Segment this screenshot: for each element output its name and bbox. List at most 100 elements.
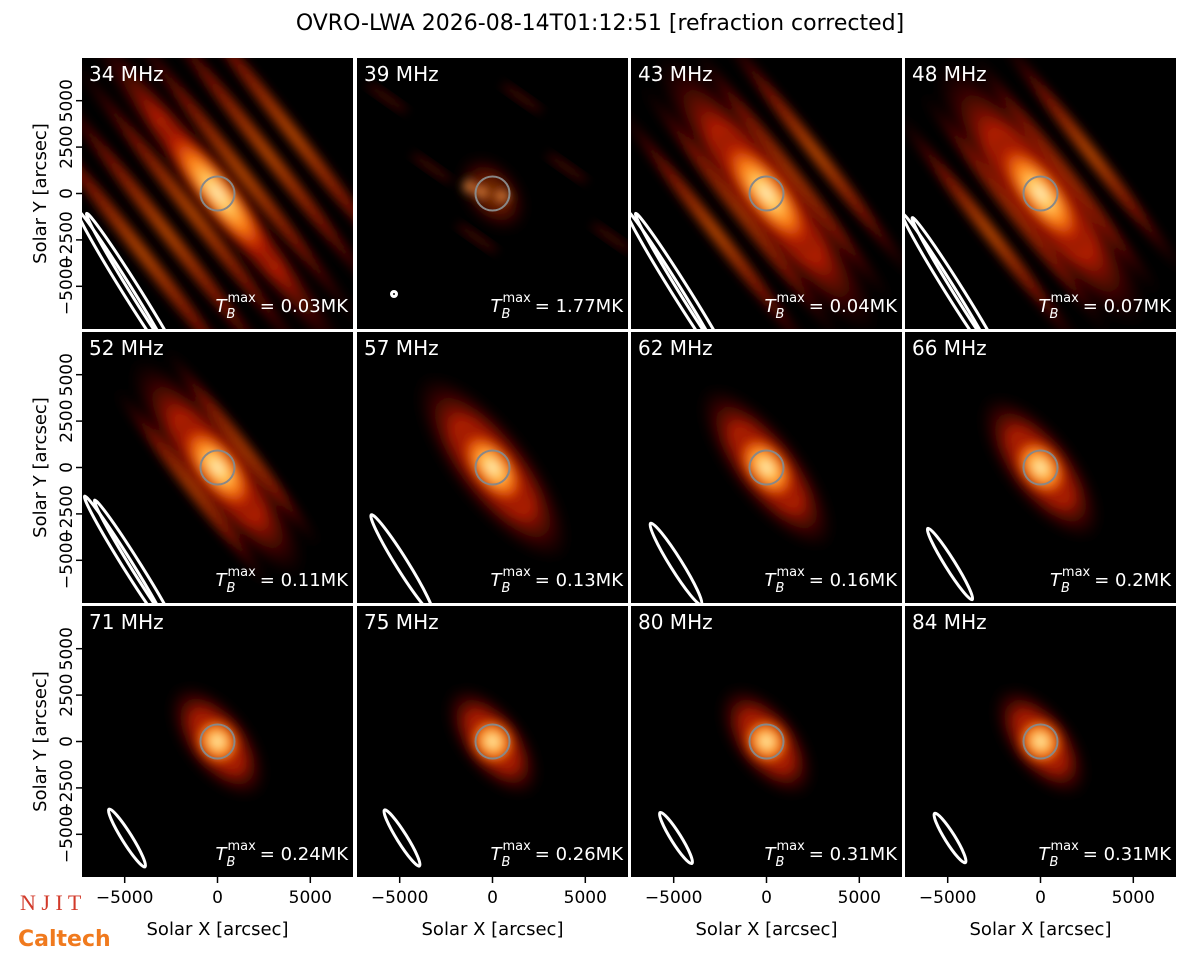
beam [106, 807, 148, 869]
panel-title: 84 MHz [912, 610, 987, 634]
emission-streak [82, 75, 291, 329]
tb-max-label: TBmax = 0.24MK [216, 839, 350, 870]
tb-value: = 0.31MK [1083, 844, 1172, 865]
panel [357, 332, 628, 603]
sidelobe [411, 153, 453, 183]
panel-title: 52 MHz [89, 336, 164, 360]
tb-symbol: T [491, 570, 504, 591]
x-tick-label: −5000 [371, 888, 429, 908]
y-tick-label: −2500 [57, 211, 77, 269]
panel [82, 332, 353, 603]
tb-sup: max [502, 839, 531, 854]
emission [112, 346, 323, 589]
solar-disk [199, 175, 236, 212]
tb-value: = 1.77MK [535, 296, 624, 317]
tb-sup: max [1062, 565, 1091, 580]
emission-streak [82, 95, 265, 329]
tb-value: = 0.31MK [809, 844, 898, 865]
tb-symbol: T [491, 296, 504, 317]
tb-sub: B [776, 855, 785, 870]
tb-symbol: T [216, 570, 229, 591]
emission-streak [170, 58, 353, 292]
emission-core [1012, 712, 1069, 771]
beam [932, 811, 968, 865]
y-tick-label: −2500 [57, 759, 77, 817]
y-tick-label: −5000 [57, 806, 77, 864]
emission [905, 58, 1176, 329]
panel-title: 62 MHz [638, 336, 713, 360]
panel-title: 43 MHz [638, 62, 713, 86]
emission-spot [495, 189, 510, 204]
solar-disk [748, 449, 785, 486]
solar-disk [748, 723, 785, 760]
y-tick-label: 0 [57, 736, 77, 747]
panel [905, 606, 1176, 877]
tb-symbol: T [765, 844, 778, 865]
beam [82, 207, 180, 329]
emission-streak [82, 58, 316, 329]
emission-streak [631, 101, 819, 329]
emission-streak [994, 58, 1176, 278]
emission-core [156, 117, 279, 270]
emission [992, 685, 1089, 798]
sidelobe [366, 83, 408, 113]
beam [92, 498, 182, 603]
beam [84, 211, 190, 329]
y-tick-label: 2500 [57, 125, 77, 168]
tb-sup: max [1050, 839, 1079, 854]
emission-core [713, 129, 820, 258]
tb-symbol: T [491, 844, 504, 865]
tb-sub: B [227, 581, 236, 596]
panel [82, 606, 353, 877]
y-tick-label: 5000 [57, 353, 77, 396]
tb-symbol: T [765, 570, 778, 591]
tb-max-label: TBmax = 0.04MK [765, 291, 899, 322]
tb-value: = 0.13MK [535, 570, 624, 591]
emission-spot [474, 185, 489, 200]
emission-streak [905, 109, 1087, 329]
beam [905, 212, 1000, 329]
x-tick-label: 0 [487, 888, 498, 908]
solar-disk [474, 449, 511, 486]
tb-sup: max [227, 565, 256, 580]
panel [631, 58, 902, 329]
emission-core [189, 712, 246, 771]
y-tick-label: 2500 [57, 673, 77, 716]
emission-core [1008, 432, 1073, 503]
x-tick-label: 0 [761, 888, 772, 908]
panel-title: 39 MHz [364, 62, 439, 86]
tb-value: = 0.07MK [1083, 296, 1172, 317]
tb-max-label: TBmax = 0.2MK [1050, 565, 1172, 596]
tb-sub: B [502, 581, 511, 596]
x-axis-label: Solar X [arcsec] [147, 919, 289, 940]
panel [905, 58, 1176, 329]
x-tick-label: 5000 [838, 888, 881, 908]
sidelobe [546, 153, 588, 183]
tb-max-label: TBmax = 0.26MK [491, 839, 625, 870]
emission [698, 385, 835, 550]
sidelobe [501, 83, 543, 113]
y-tick-label: 2500 [57, 399, 77, 442]
emission [444, 685, 541, 798]
tb-value: = 0.03MK [260, 296, 349, 317]
x-tick-label: 0 [1035, 888, 1046, 908]
y-tick-label: 0 [57, 188, 77, 199]
tb-sup: max [776, 839, 805, 854]
x-tick-label: −5000 [96, 888, 154, 908]
tb-value: = 0.24MK [260, 844, 349, 865]
emission-core [174, 417, 261, 518]
panel [905, 332, 1176, 603]
emission [979, 394, 1102, 541]
tb-symbol: T [1039, 296, 1052, 317]
tb-symbol: T [1039, 844, 1052, 865]
tb-max-label: TBmax = 0.16MK [765, 565, 899, 596]
panel [357, 606, 628, 877]
panel-title: 66 MHz [912, 336, 987, 360]
tb-value: = 0.2MK [1094, 570, 1172, 591]
solar-disk [199, 723, 236, 760]
solar-disk [474, 175, 511, 212]
x-axis-label: Solar X [arcsec] [422, 919, 564, 940]
tb-sub: B [502, 307, 511, 322]
panel [82, 58, 353, 329]
